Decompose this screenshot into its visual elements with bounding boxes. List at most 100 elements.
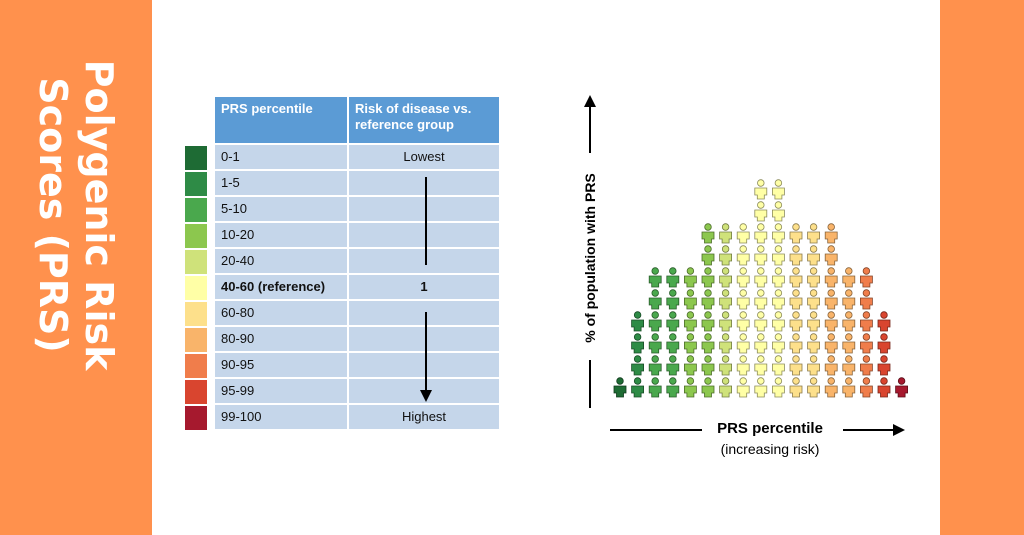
- person-icon: [666, 333, 680, 354]
- person-icon: [719, 289, 732, 310]
- person-icon: [613, 377, 627, 398]
- person-icon: [736, 333, 750, 354]
- person-icon: [842, 267, 856, 288]
- percentile-cell: 90-95: [215, 353, 347, 377]
- person-icon: [631, 355, 644, 376]
- person-icon: [719, 223, 732, 244]
- person-icon: [719, 267, 732, 288]
- table-row: 80-90: [215, 327, 499, 351]
- person-icon: [736, 267, 750, 288]
- risk-cell: [347, 353, 499, 377]
- person-icon: [666, 311, 680, 332]
- risk-swatch: [185, 328, 207, 352]
- person-icon: [860, 377, 873, 398]
- person-icon: [772, 355, 785, 376]
- person-icon: [719, 245, 732, 266]
- x-axis-line-right: [843, 429, 895, 431]
- person-icon: [824, 377, 838, 398]
- person-icon: [719, 311, 732, 332]
- percentile-cell: 1-5: [215, 171, 347, 195]
- risk-swatch: [185, 250, 207, 274]
- person-icon: [736, 311, 750, 332]
- person-icon: [860, 355, 873, 376]
- person-icon: [842, 377, 856, 398]
- y-axis-line-bottom: [589, 360, 591, 408]
- person-icon: [824, 245, 838, 266]
- person-icon: [666, 355, 680, 376]
- person-icon: [772, 179, 785, 200]
- person-icon: [736, 355, 750, 376]
- person-icon: [789, 267, 803, 288]
- person-icon: [684, 267, 697, 288]
- person-icon: [860, 267, 873, 288]
- person-icon: [807, 223, 820, 244]
- person-icon: [789, 333, 803, 354]
- person-icon: [754, 245, 768, 266]
- person-icon: [648, 333, 662, 354]
- person-icon: [736, 377, 750, 398]
- person-icon: [772, 201, 785, 222]
- left-orange-band: [0, 0, 152, 535]
- risk-cell: 1: [347, 275, 499, 299]
- person-icon: [684, 311, 697, 332]
- person-icon: [736, 289, 750, 310]
- person-icon: [824, 333, 838, 354]
- person-icon: [701, 223, 715, 244]
- percentile-cell: 10-20: [215, 223, 347, 247]
- percentile-cell: 60-80: [215, 301, 347, 325]
- person-icon: [895, 377, 908, 398]
- table-row: 10-20: [215, 223, 499, 247]
- person-icon: [666, 377, 680, 398]
- person-icon: [684, 289, 697, 310]
- person-icon: [772, 245, 785, 266]
- header-risk: Risk of disease vs. reference group: [347, 97, 499, 143]
- percentile-cell: 95-99: [215, 379, 347, 403]
- risk-cell: Lowest: [347, 145, 499, 169]
- person-icon: [754, 179, 768, 200]
- risk-cell: [347, 197, 499, 221]
- person-icon: [877, 333, 891, 354]
- table-row: 5-10: [215, 197, 499, 221]
- person-icon: [684, 355, 697, 376]
- risk-cell: [347, 249, 499, 273]
- person-icon: [701, 289, 715, 310]
- person-icon: [701, 355, 715, 376]
- table-row: 40-60 (reference) 1: [215, 275, 499, 299]
- percentile-cell: 80-90: [215, 327, 347, 351]
- risk-cell: [347, 223, 499, 247]
- risk-cell: Highest: [347, 405, 499, 429]
- person-icon: [824, 311, 838, 332]
- table-row: 99-100 Highest: [215, 405, 499, 429]
- person-icon: [807, 355, 820, 376]
- percentile-cell: 5-10: [215, 197, 347, 221]
- table-row: 90-95: [215, 353, 499, 377]
- person-icon: [860, 333, 873, 354]
- person-icon: [754, 289, 768, 310]
- person-icon: [772, 267, 785, 288]
- risk-cell: [347, 327, 499, 351]
- person-icon: [631, 377, 644, 398]
- person-icon: [789, 245, 803, 266]
- person-icon: [684, 377, 697, 398]
- person-icon: [789, 377, 803, 398]
- person-icon: [807, 289, 820, 310]
- risk-swatch: [185, 224, 207, 248]
- percentile-cell: 40-60 (reference): [215, 275, 347, 299]
- person-icon: [824, 267, 838, 288]
- person-icon: [684, 333, 697, 354]
- person-icon: [701, 377, 715, 398]
- risk-swatch: [185, 406, 207, 430]
- person-icon: [754, 311, 768, 332]
- person-icon: [772, 223, 785, 244]
- person-icon: [631, 311, 644, 332]
- person-icon: [772, 377, 785, 398]
- person-icon: [701, 333, 715, 354]
- risk-cell: [347, 301, 499, 325]
- person-icon: [701, 311, 715, 332]
- person-icon: [736, 223, 750, 244]
- risk-swatch: [185, 302, 207, 326]
- x-axis-line-left: [610, 429, 702, 431]
- prs-table: PRS percentile Risk of disease vs. refer…: [215, 95, 499, 431]
- person-icon: [666, 267, 680, 288]
- table-row: 1-5: [215, 171, 499, 195]
